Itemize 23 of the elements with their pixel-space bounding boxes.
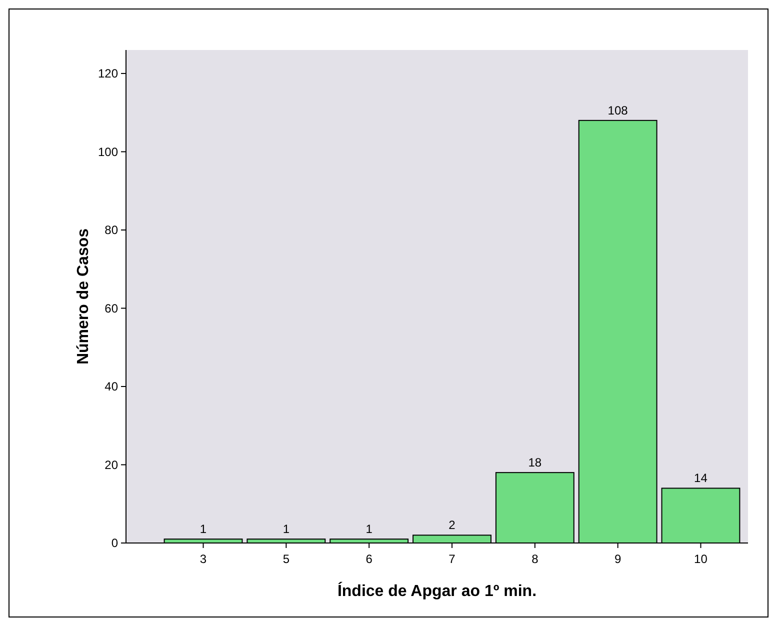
y-tick-label: 20 bbox=[104, 458, 118, 472]
x-tick-label: 7 bbox=[448, 552, 456, 566]
x-tick-label: 10 bbox=[694, 552, 708, 566]
y-tick-label: 60 bbox=[104, 301, 118, 316]
x-tick-label: 9 bbox=[614, 552, 622, 566]
x-axis-title: Índice de Apgar ao 1º min. bbox=[337, 581, 537, 600]
y-tick-label: 0 bbox=[111, 536, 118, 550]
x-tick-label: 5 bbox=[282, 552, 290, 566]
y-tick-label: 80 bbox=[104, 223, 118, 238]
y-tick-label: 100 bbox=[98, 144, 118, 159]
y-axis-title: Número de Casos bbox=[75, 228, 92, 365]
y-tick-label: 40 bbox=[104, 380, 118, 394]
data-label: 1 bbox=[200, 522, 207, 536]
x-tick-label: 8 bbox=[532, 552, 539, 566]
data-label: 1 bbox=[366, 522, 373, 536]
data-label: 18 bbox=[528, 456, 542, 470]
x-tick-label: 3 bbox=[200, 552, 207, 566]
x-tick-label: 6 bbox=[366, 552, 373, 566]
data-label: 2 bbox=[448, 518, 456, 532]
data-label: 108 bbox=[608, 103, 628, 118]
y-tick-label: 120 bbox=[98, 66, 118, 81]
data-label: 14 bbox=[694, 471, 708, 486]
data-label: 1 bbox=[282, 522, 290, 536]
